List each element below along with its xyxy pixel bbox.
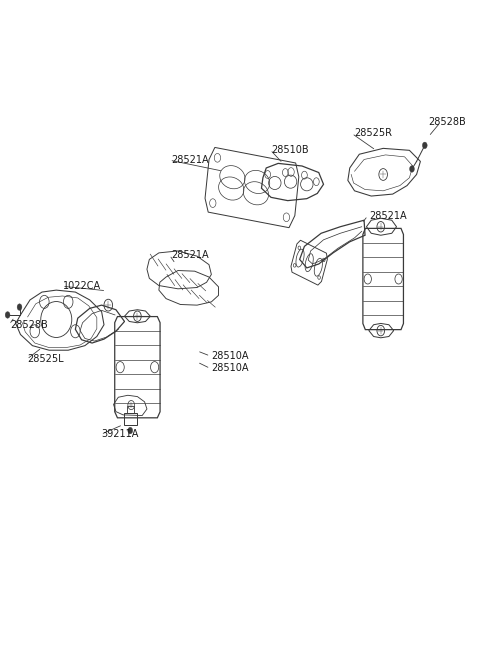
Circle shape	[5, 312, 10, 318]
Text: 28528B: 28528B	[10, 319, 48, 330]
Text: 28528B: 28528B	[429, 117, 466, 127]
Text: 28510B: 28510B	[271, 145, 309, 155]
Text: 1022CA: 1022CA	[63, 281, 102, 291]
Text: 28510A: 28510A	[211, 363, 249, 373]
Text: 28525L: 28525L	[28, 354, 64, 364]
Text: 28510A: 28510A	[211, 351, 249, 361]
Text: 39211A: 39211A	[102, 430, 139, 440]
Circle shape	[128, 427, 132, 434]
Circle shape	[422, 142, 427, 149]
Text: 28521A: 28521A	[171, 155, 208, 165]
Circle shape	[409, 166, 414, 173]
Text: 28521A: 28521A	[171, 250, 208, 260]
Text: 28521A: 28521A	[369, 211, 407, 220]
Text: 28525R: 28525R	[355, 129, 393, 138]
Circle shape	[17, 304, 22, 310]
